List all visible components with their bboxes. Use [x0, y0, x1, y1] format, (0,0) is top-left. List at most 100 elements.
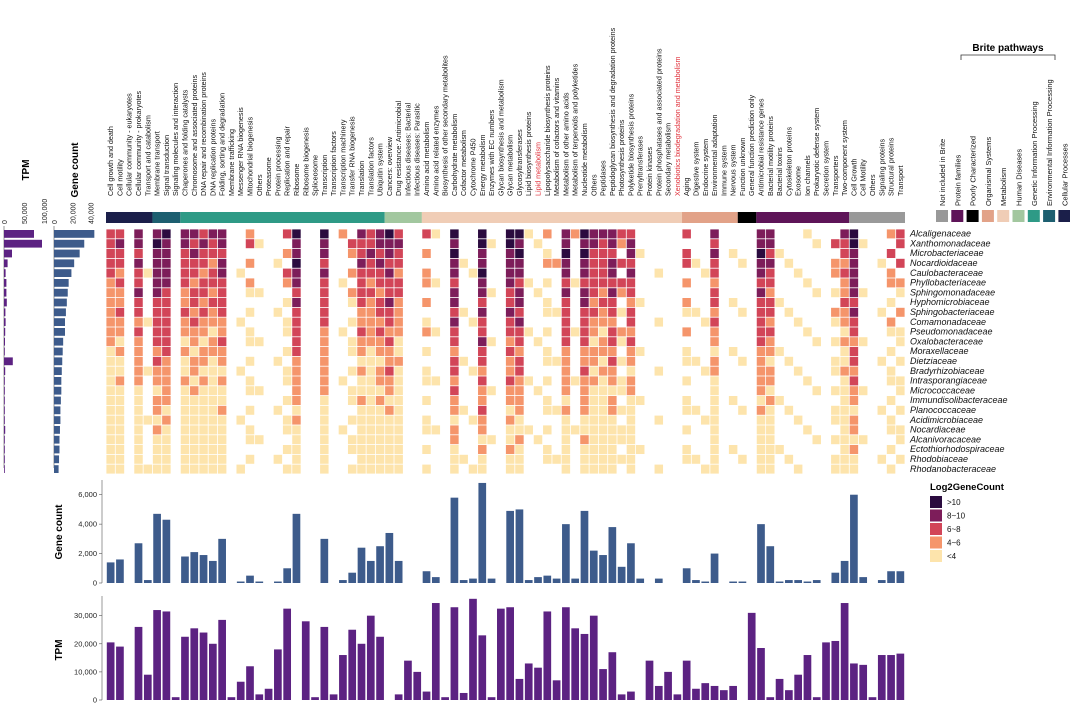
heatmap-cell — [394, 307, 403, 317]
tpm-side-bar — [4, 357, 13, 366]
tpm-bottom-chart-bar — [348, 629, 357, 700]
tpm-bottom-chart-bar — [236, 681, 245, 700]
tpm-side-bar — [4, 445, 5, 454]
heatmap-cell — [199, 278, 208, 288]
heatmap-cell — [849, 317, 859, 327]
heatmap-cell — [115, 366, 125, 376]
heatmap-cell — [608, 239, 617, 249]
tpm-bottom-chart-bar — [757, 648, 765, 700]
heatmap-cell — [385, 454, 394, 464]
heatmap-cell — [803, 327, 812, 337]
log2-legend-label: <4 — [947, 552, 957, 561]
heatmap-cell — [320, 366, 329, 376]
heatmap-cell — [766, 376, 775, 386]
gene-count-bottom-chart-bar — [775, 581, 784, 583]
heatmap-cell — [292, 376, 301, 386]
heatmap-cell — [199, 258, 208, 268]
heatmap-cell — [190, 239, 199, 249]
heatmap-cell — [766, 268, 775, 278]
heatmap-cell — [152, 327, 162, 337]
gene-count-bottom-chart-bar — [431, 577, 440, 583]
heatmap-cell — [106, 278, 115, 288]
gene-count-side-bar — [54, 386, 62, 395]
tpm-side-bar — [4, 259, 8, 268]
heatmap-cell — [236, 464, 245, 474]
heatmap-cell — [292, 278, 301, 288]
column-label: Bacterial toxins — [775, 147, 784, 196]
heatmap-cell — [626, 268, 636, 278]
heatmap-cell — [431, 278, 441, 288]
gene-count-side-bar — [54, 230, 95, 238]
heatmap-cell — [598, 298, 608, 307]
heatmap-cell — [608, 288, 617, 298]
column-label: Aging — [682, 178, 691, 196]
column-label: Amino acid related enzymes — [431, 105, 440, 196]
heatmap-cell — [505, 239, 515, 249]
heatmap-cell — [320, 258, 329, 268]
heatmap-cell — [831, 405, 840, 415]
heatmap-cell — [134, 327, 143, 337]
heatmap-cell — [394, 366, 403, 376]
heatmap-cell — [580, 239, 589, 249]
heatmap-cell — [533, 386, 543, 396]
log2-legend-swatch — [930, 496, 942, 508]
heatmap-cell — [106, 249, 115, 258]
tpm-bottom-chart-bar — [580, 633, 589, 700]
heatmap-cell — [589, 249, 599, 258]
heatmap-cell — [357, 337, 366, 347]
heatmap-cell — [840, 249, 849, 258]
family-label: Oxalobacteraceae — [910, 336, 983, 346]
heatmap-cell — [505, 288, 515, 298]
column-label: Glycan biosynthesis and metabolism — [496, 79, 505, 196]
gene-count-bottom-chart-bar — [357, 547, 366, 583]
gene-count-bottom-chart-bar — [236, 581, 245, 583]
heatmap-cell — [552, 258, 561, 268]
heatmap-cell — [385, 347, 394, 356]
heatmap-cell — [422, 415, 431, 425]
heatmap-cell — [608, 268, 617, 278]
heatmap-cell — [886, 366, 896, 376]
heatmap-cell — [450, 337, 459, 347]
log2-legend-title: Log2GeneCount — [930, 482, 1005, 493]
heatmap-cell — [589, 464, 599, 474]
heatmap-cell — [710, 239, 719, 249]
heatmap-cell — [394, 337, 403, 347]
tpm-bottom-chart-bar — [459, 692, 468, 700]
tpm-side-bar — [4, 288, 7, 297]
heatmap-cell — [886, 249, 896, 258]
gene-count-bottom-chart-bar — [116, 559, 124, 583]
heatmap-cell — [896, 405, 905, 415]
heatmap-cell — [617, 239, 626, 249]
heatmap-cell — [320, 347, 329, 356]
heatmap-cell — [515, 366, 524, 376]
heatmap-cell — [617, 278, 626, 288]
heatmap-cell — [134, 239, 143, 249]
heatmap-cell — [143, 268, 153, 278]
tpm-bottom-chart-bar — [394, 694, 403, 700]
heatmap-cell — [617, 405, 626, 415]
heatmap-cell — [245, 356, 255, 366]
heatmap-cell — [385, 229, 394, 239]
column-label: Signaling proteins — [877, 138, 886, 196]
heatmap-cell — [766, 366, 775, 376]
gene-count-bottom-chart-tick-label: 2,000 — [78, 549, 97, 558]
heatmap-cell — [199, 366, 208, 376]
heatmap-cell — [208, 288, 218, 298]
tpm-side-bar — [4, 308, 6, 317]
heatmap-cell — [320, 435, 329, 445]
gene-count-bottom-chart-bar — [385, 532, 394, 583]
heatmap-cell — [292, 268, 301, 278]
heatmap-cell — [756, 258, 766, 268]
heatmap-cell — [292, 347, 301, 356]
column-label: Xenobiotics biodegradation and metabolis… — [673, 57, 682, 196]
family-label: Nocardiaceae — [910, 425, 966, 435]
heatmap-cell — [190, 347, 199, 356]
heatmap-cell — [766, 396, 775, 405]
heatmap-cell — [106, 396, 115, 405]
column-label: Ion channels — [803, 155, 812, 196]
heatmap-cell — [255, 288, 264, 298]
heatmap-cell — [756, 405, 766, 415]
heatmap-cell — [459, 405, 468, 415]
heatmap-cell — [710, 464, 719, 474]
heatmap-cell — [190, 396, 199, 405]
